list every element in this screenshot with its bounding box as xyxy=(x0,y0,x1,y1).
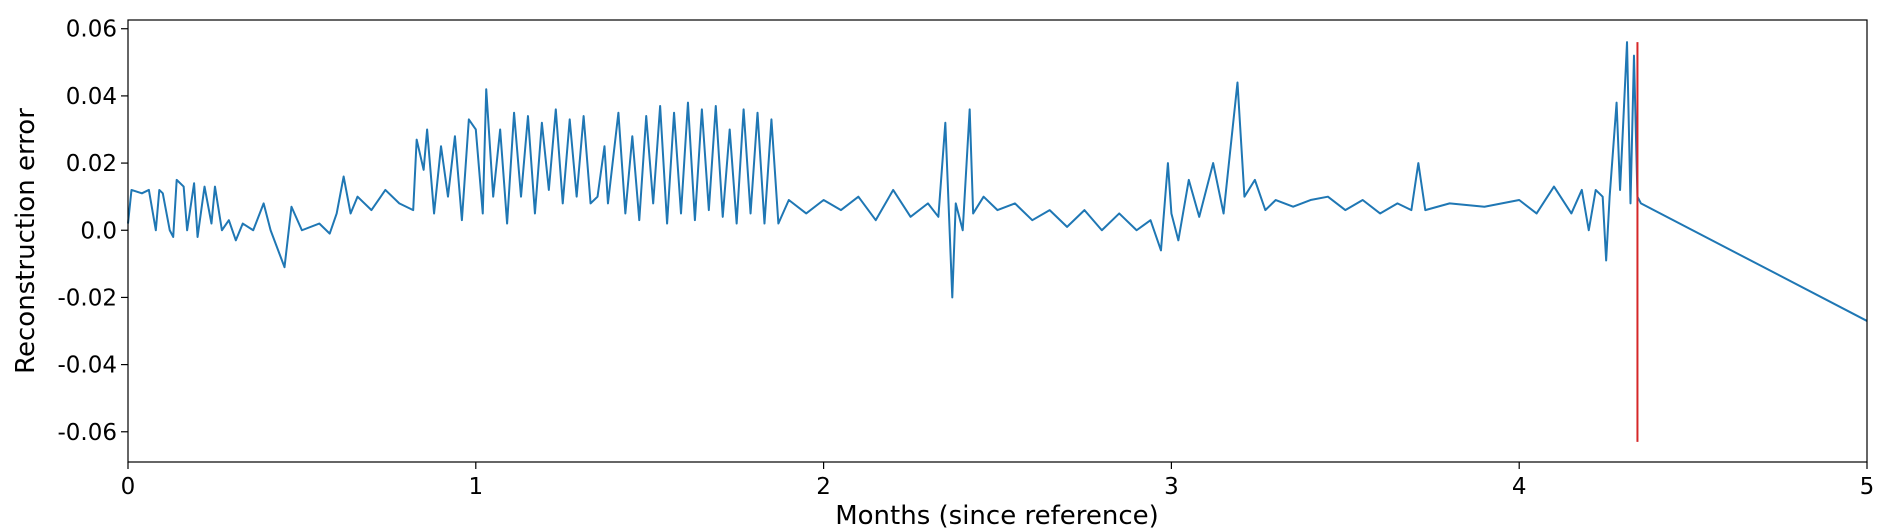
x-tick-label: 0 xyxy=(121,474,136,500)
x-tick-label: 4 xyxy=(1512,474,1527,500)
y-tick-label: 0.02 xyxy=(66,151,117,177)
x-tick-label: 2 xyxy=(816,474,831,500)
y-tick-label: -0.04 xyxy=(57,353,117,379)
y-axis-label: Reconstruction error xyxy=(11,108,41,374)
x-tick-label: 5 xyxy=(1860,474,1875,500)
x-tick-label: 1 xyxy=(468,474,483,500)
y-tick-label: 0.06 xyxy=(66,17,117,43)
y-tick-label: 0.0 xyxy=(80,218,117,244)
plot-frame xyxy=(127,19,1868,463)
data-line xyxy=(127,41,1868,322)
y-tick-label: -0.02 xyxy=(57,285,117,311)
y-tick-label: 0.04 xyxy=(66,84,117,110)
y-tick-label: -0.06 xyxy=(57,420,117,446)
x-tick-label: 3 xyxy=(1164,474,1179,500)
x-axis-label: Months (since reference) xyxy=(835,501,1159,531)
